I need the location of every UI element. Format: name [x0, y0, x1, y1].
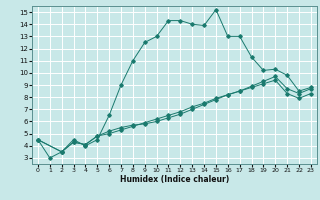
- X-axis label: Humidex (Indice chaleur): Humidex (Indice chaleur): [120, 175, 229, 184]
